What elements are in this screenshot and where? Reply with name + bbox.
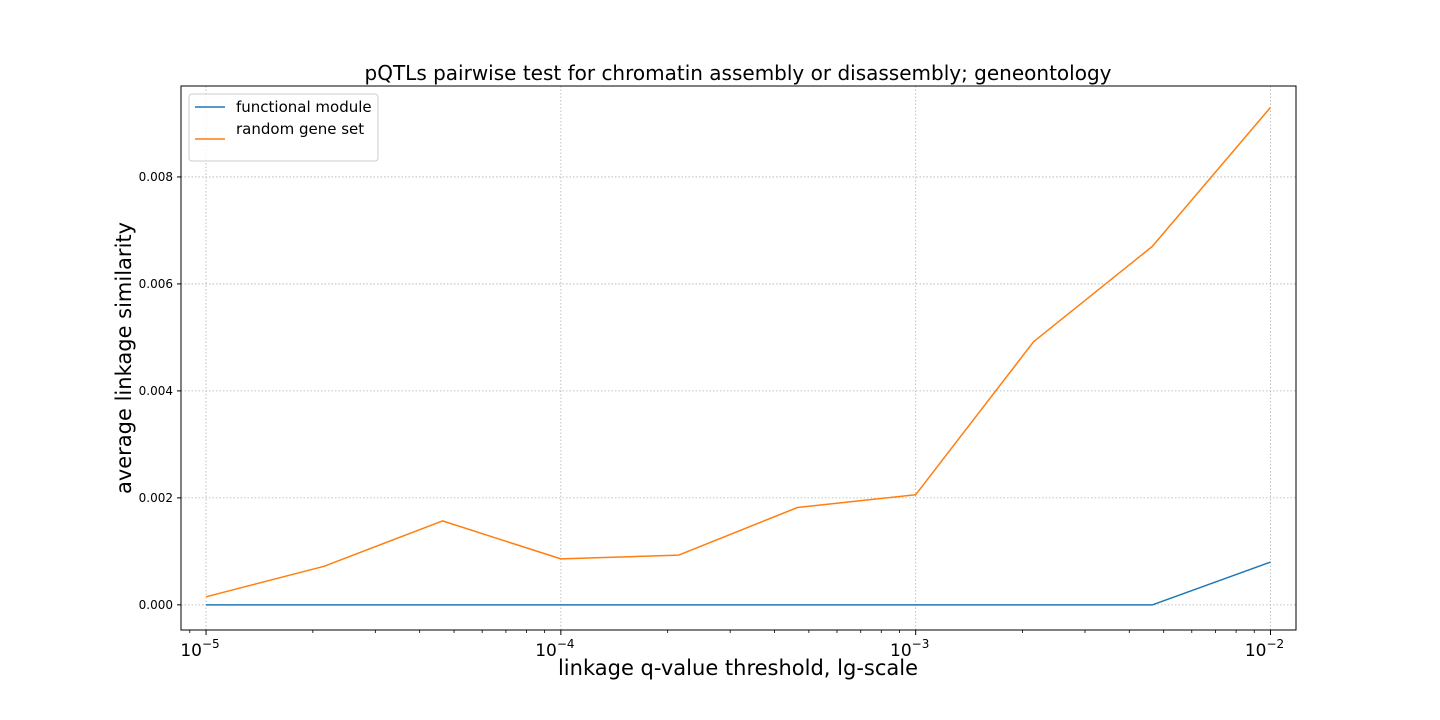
y-tick-label: 0.006 [139,277,173,291]
y-tick-label: 0.002 [139,491,173,505]
x-tick-base: 10 [535,641,557,661]
x-tick-base: 10 [1245,641,1267,661]
grid-layer [181,86,1296,630]
x-axis-label: linkage q-value threshold, lg-scale [558,656,918,680]
x-tick-exponent: −3 [912,637,930,651]
plot-area-frame [180,85,1297,631]
y-tick-label: 0.008 [139,170,173,184]
legend-label: random gene set [236,120,364,138]
chart-title: pQTLs pairwise test for chromatin assemb… [365,61,1112,85]
series-line-functional-module [206,561,1271,606]
x-tick-label: 10−2 [1245,637,1284,661]
x-tick-label: 10−4 [535,637,574,661]
legend-box [188,93,379,162]
x-tick-base: 10 [180,641,202,661]
x-tick-label: 10−5 [180,637,219,661]
x-tick-base: 10 [890,641,912,661]
legend-label: functional module [236,98,372,116]
x-tick-exponent: −5 [202,637,220,651]
x-tick-label: 10−3 [890,637,929,661]
y-tick-label: 0.000 [139,598,173,612]
x-tick-exponent: −4 [557,637,575,651]
series-line-random-gene-set [205,106,1272,598]
y-axis-label: average linkage similarity [112,222,136,494]
legend: functional module random gene set [188,93,379,162]
series-layer [205,106,1272,606]
y-tick-label: 0.004 [139,384,173,398]
x-tick-exponent: −2 [1266,637,1284,651]
